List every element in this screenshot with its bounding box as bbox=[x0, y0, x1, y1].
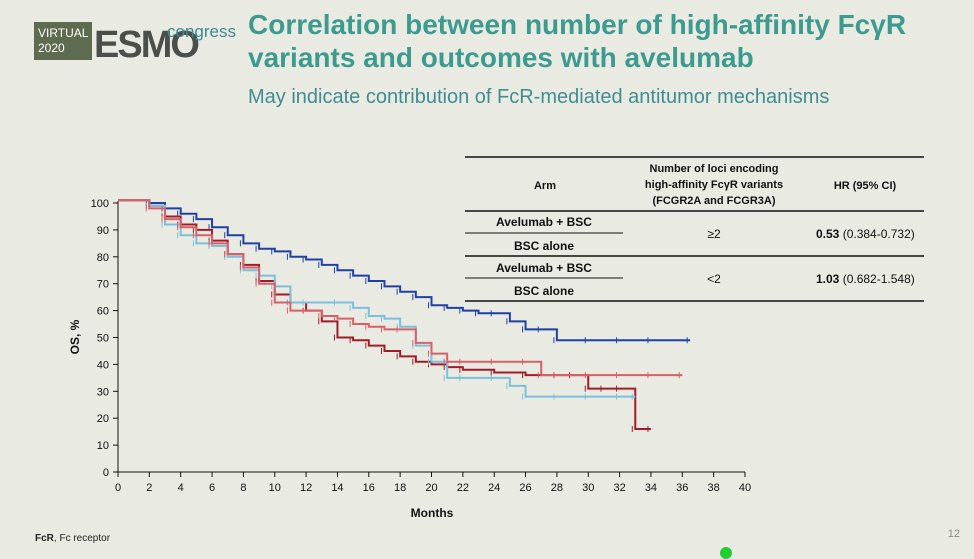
group1-arm-bsc: BSC alone bbox=[514, 239, 574, 253]
x-tick-label: 14 bbox=[331, 482, 343, 494]
x-tick-label: 12 bbox=[300, 482, 312, 494]
group1-arm-avelumab: Avelumab + BSC bbox=[496, 215, 592, 229]
x-tick-label: 4 bbox=[178, 482, 184, 494]
chart-series bbox=[118, 199, 691, 432]
x-tick-label: 22 bbox=[457, 482, 469, 494]
group1-loci: ≥2 bbox=[707, 227, 721, 241]
group1-hr-value: 0.53 bbox=[816, 227, 840, 241]
footnote-text: , Fc receptor bbox=[53, 533, 111, 544]
y-tick-label: 50 bbox=[97, 333, 109, 345]
logo-congress-text: congress bbox=[167, 22, 236, 41]
x-tick-label: 30 bbox=[582, 482, 594, 494]
y-tick-label: 60 bbox=[97, 306, 109, 318]
x-tick-label: 34 bbox=[645, 482, 657, 494]
page-subtitle: May indicate contribution of FcR-mediate… bbox=[248, 86, 830, 108]
y-tick-label: 80 bbox=[97, 252, 109, 264]
table-header-hr: HR (95% CI) bbox=[834, 180, 897, 192]
group2-hr-value: 1.03 bbox=[816, 272, 840, 286]
footnote: FcR, Fc receptor bbox=[35, 533, 110, 544]
chart-axes: 0 2 4 6 8 10 12 14 16 18 20 22 24 26 28 30 32 34 36 38 40010… bbox=[91, 198, 751, 494]
hr-table: Arm Number of loci encoding high-affinit… bbox=[465, 156, 924, 302]
x-tick-label: 26 bbox=[519, 482, 531, 494]
km-curve-avelumab-bsc-2 bbox=[118, 199, 691, 342]
x-tick-label: 8 bbox=[240, 482, 246, 494]
logo-virtual-badge: VIRTUAL 2020 bbox=[34, 22, 92, 60]
footnote-abbr: FcR bbox=[35, 533, 54, 544]
y-tick-label: 100 bbox=[91, 198, 109, 210]
pointer-dot bbox=[720, 547, 732, 559]
logo-year-text: 2020 bbox=[38, 41, 65, 55]
x-tick-label: 32 bbox=[613, 482, 625, 494]
y-tick-label: 70 bbox=[97, 279, 109, 291]
page-title: Correlation between number of high-affin… bbox=[248, 8, 948, 74]
group2-hr-ci: (0.682-1.548) bbox=[839, 272, 914, 286]
y-axis-label: OS, % bbox=[68, 319, 82, 354]
x-tick-label: 0 bbox=[115, 482, 121, 494]
x-tick-label: 40 bbox=[739, 482, 751, 494]
x-tick-label: 20 bbox=[425, 482, 437, 494]
group1-hr-ci: (0.384-0.732) bbox=[839, 227, 914, 241]
y-tick-label: 20 bbox=[97, 413, 109, 425]
group2-hr: 1.03 (0.682-1.548) bbox=[816, 272, 915, 286]
x-tick-label: 2 bbox=[146, 482, 152, 494]
table-header-loci-3: (FCGR2A and FCGR3A) bbox=[652, 195, 775, 207]
y-tick-label: 0 bbox=[103, 467, 109, 479]
group1-hr: 0.53 (0.384-0.732) bbox=[816, 227, 915, 241]
title-line-2: variants and outcomes with avelumab bbox=[248, 42, 754, 73]
y-tick-label: 40 bbox=[97, 359, 109, 371]
page-number: 12 bbox=[947, 528, 960, 540]
x-tick-label: 10 bbox=[269, 482, 281, 494]
y-tick-label: 90 bbox=[97, 225, 109, 237]
km-curve-bsc-alone-2 bbox=[118, 199, 683, 377]
x-tick-label: 28 bbox=[551, 482, 563, 494]
group2-loci: <2 bbox=[707, 272, 721, 286]
x-tick-label: 6 bbox=[209, 482, 215, 494]
x-axis-label: Months bbox=[411, 506, 454, 520]
x-tick-label: 36 bbox=[676, 482, 688, 494]
km-curve-bsc-alone-2 bbox=[118, 199, 651, 430]
x-tick-label: 24 bbox=[488, 482, 500, 494]
km-curve-avelumab-bsc-2 bbox=[118, 199, 636, 398]
title-line-1: Correlation between number of high-affin… bbox=[248, 9, 907, 40]
table-header-arm: Arm bbox=[534, 180, 556, 192]
logo-esmo-text: ESMO bbox=[94, 24, 200, 66]
table-header-loci-2: high-affinity FcγR variants bbox=[645, 179, 783, 191]
x-tick-label: 38 bbox=[708, 482, 720, 494]
x-tick-label: 18 bbox=[394, 482, 406, 494]
y-tick-label: 10 bbox=[97, 440, 109, 452]
esmo-logo: VIRTUAL 2020 ESMO congress bbox=[34, 22, 244, 78]
group2-arm-bsc: BSC alone bbox=[514, 284, 574, 298]
group2-arm-avelumab: Avelumab + BSC bbox=[496, 261, 592, 275]
table-header-loci-1: Number of loci encoding bbox=[650, 163, 779, 175]
logo-virtual-text: VIRTUAL bbox=[38, 26, 89, 40]
y-tick-label: 30 bbox=[97, 386, 109, 398]
x-tick-label: 16 bbox=[363, 482, 375, 494]
